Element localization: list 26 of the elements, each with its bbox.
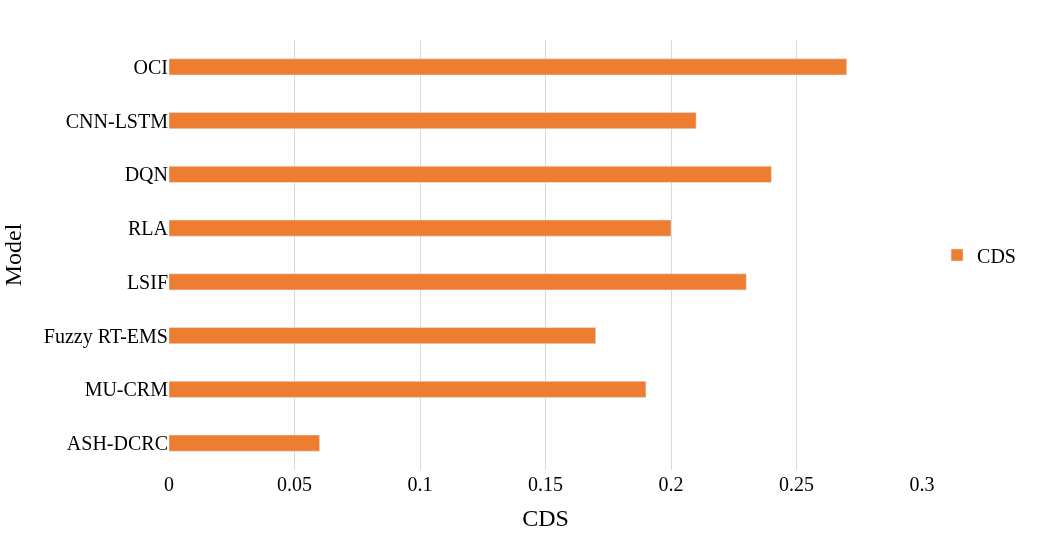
x-tick-label: 0.2	[658, 473, 684, 495]
bar	[169, 273, 747, 291]
bar	[169, 327, 596, 344]
bar	[169, 112, 697, 129]
bar	[169, 434, 320, 452]
bar	[169, 219, 672, 237]
y-tick-label: MU-CRM	[84, 378, 169, 401]
x-tick-label: 0.05	[277, 473, 312, 495]
x-axis-title: CDS	[522, 505, 569, 532]
y-tick-label: DQN	[124, 163, 168, 186]
y-axis-title: Model	[0, 223, 26, 287]
x-tick-label: 0	[164, 473, 174, 495]
x-tick-label: 0.3	[909, 473, 935, 495]
legend-label: CDS	[977, 244, 1016, 267]
y-tick-label: RLA	[128, 217, 169, 240]
bar	[169, 166, 772, 183]
y-tick-label: CNN-LSTM	[65, 109, 169, 132]
y-tick-label: OCI	[133, 55, 168, 78]
x-tick-label: 0.1	[407, 473, 433, 495]
y-tick-label: ASH-DCRC	[66, 432, 168, 455]
x-tick-label: 0.15	[528, 473, 563, 495]
bar	[169, 381, 647, 398]
y-tick-label: LSIF	[126, 270, 168, 293]
x-tick-label: 0.25	[779, 473, 814, 495]
y-tick-label: Fuzzy RT-EMS	[43, 324, 168, 348]
bar	[169, 58, 847, 76]
